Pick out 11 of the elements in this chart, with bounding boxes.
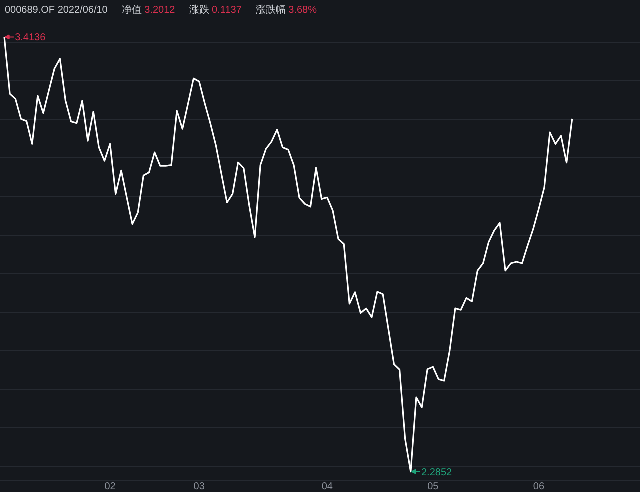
x-tick-label: 03 <box>194 482 206 492</box>
x-tick-label: 04 <box>322 482 334 492</box>
text: 涨跌 0.1137 <box>189 5 242 16</box>
text: 涨跌幅 3.68% <box>256 5 318 16</box>
chart-title: 000689.OF 2022/06/10 <box>5 5 108 16</box>
x-tick-label: 02 <box>104 482 116 492</box>
x-tick-label: 06 <box>533 482 545 492</box>
data-label: 2.2852 <box>421 467 453 478</box>
data-label: 3.4136 <box>15 32 46 44</box>
text: 净值 3.2012 <box>122 5 176 16</box>
x-tick-label: 05 <box>428 482 440 492</box>
